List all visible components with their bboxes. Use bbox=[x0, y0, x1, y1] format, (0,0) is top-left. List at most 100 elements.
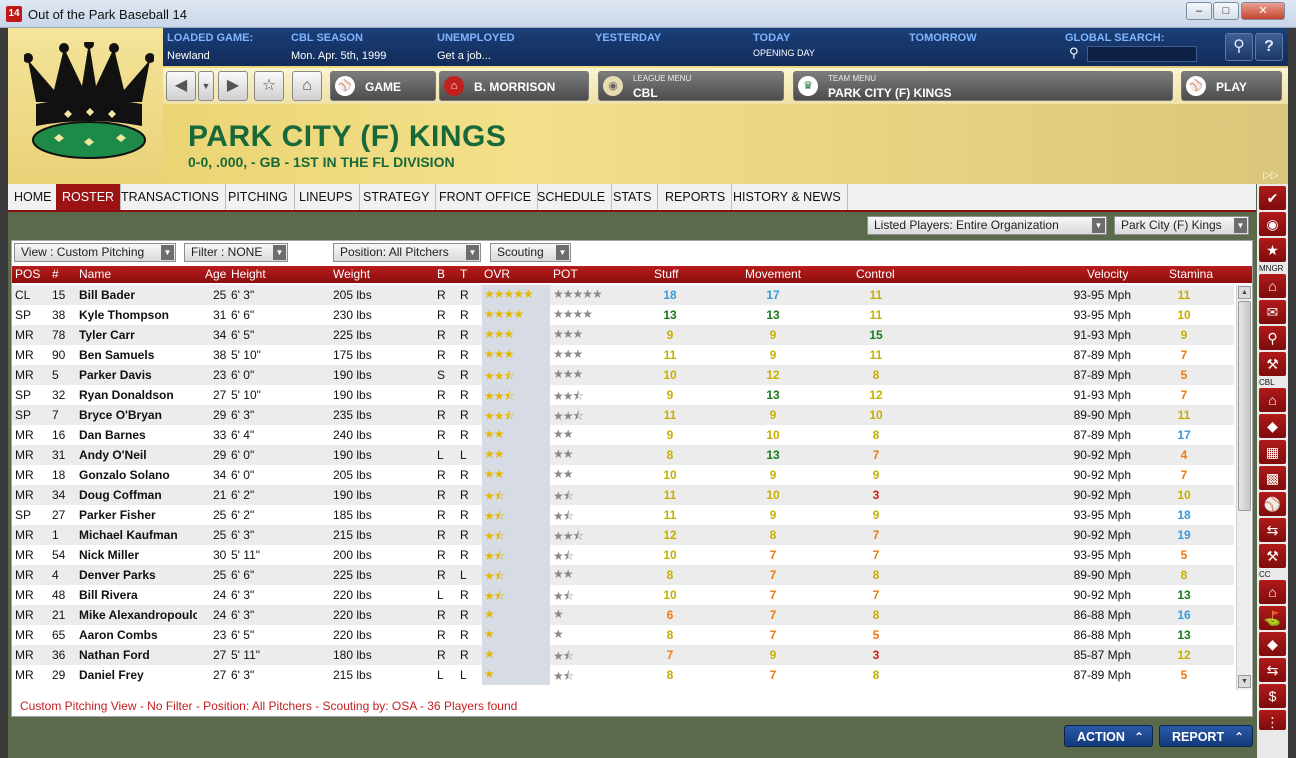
tab-strategy[interactable]: STRATEGY bbox=[357, 184, 437, 210]
tab-home[interactable]: HOME bbox=[8, 184, 59, 210]
table-row[interactable]: SP 38 Kyle Thompson 31 6' 6" 230 lbs R R ★★★★ ★★★… bbox=[12, 305, 1234, 325]
table-row[interactable]: SP 32 Ryan Donaldson 27 5' 10" 190 lbs R R ★★⯪ ★★… bbox=[12, 385, 1234, 405]
player-name-link[interactable]: Daniel Frey bbox=[79, 668, 144, 682]
tab-pitching[interactable]: PITCHING bbox=[222, 184, 295, 210]
player-name-link[interactable]: Bill Bader bbox=[79, 288, 136, 302]
player-name-link[interactable]: Denver Parks bbox=[79, 568, 156, 582]
star-icon[interactable]: ★ bbox=[1259, 238, 1286, 262]
col-weight[interactable]: Weight bbox=[333, 267, 371, 281]
globe-icon[interactable]: ◉ bbox=[1259, 212, 1286, 236]
player-name-link[interactable]: Nick Miller bbox=[79, 548, 140, 562]
close-button[interactable]: ✕ bbox=[1241, 2, 1285, 20]
table-row[interactable]: MR 1 Michael Kaufman 25 6' 3" 215 lbs R R ★⯪ ★★⯪ 1… bbox=[12, 525, 1234, 545]
scroll-up-icon[interactable]: ▲ bbox=[1238, 286, 1251, 299]
vertical-scrollbar[interactable]: ▲ ▼ bbox=[1236, 285, 1251, 690]
player-name-link[interactable]: Dan Barnes bbox=[79, 428, 146, 442]
wrench-icon[interactable]: ⚒ bbox=[1259, 352, 1286, 376]
chart-icon[interactable]: ▩ bbox=[1259, 466, 1286, 490]
player-name-link[interactable]: Parker Fisher bbox=[79, 508, 156, 522]
col-velocity[interactable]: Velocity bbox=[1087, 267, 1129, 281]
col-bats[interactable]: B bbox=[437, 267, 446, 281]
league-menu-button[interactable]: ◉ LEAGUE MENU CBL bbox=[598, 71, 784, 101]
home-icon[interactable]: ⌂ bbox=[1259, 388, 1286, 412]
table-row[interactable]: MR 29 Daniel Frey 27 6' 3" 215 lbs L L ★ ★⯪ 8 7 8 87-… bbox=[12, 665, 1234, 685]
yesterday[interactable]: YESTERDAY bbox=[595, 32, 661, 44]
sidebar-expand-icon[interactable]: ▷▷ bbox=[1263, 170, 1279, 181]
table-row[interactable]: MR 31 Andy O'Neil 29 6' 0" 190 lbs L L ★★ ★★ 8 13 7 9… bbox=[12, 445, 1234, 465]
report-button[interactable]: REPORT ⌃ bbox=[1159, 725, 1253, 747]
home-icon[interactable]: ⌂ bbox=[1259, 274, 1286, 298]
table-row[interactable]: MR 21 Mike Alexandropoulos 24 6' 3" 220 lbs R R… bbox=[12, 605, 1234, 625]
col-movement[interactable]: Movement bbox=[745, 267, 802, 281]
view-dropdown[interactable]: View : Custom Pitching ▼ bbox=[14, 243, 176, 262]
home-icon[interactable]: ⌂ bbox=[1259, 580, 1286, 604]
tab-schedule[interactable]: SCHEDULE bbox=[531, 184, 613, 210]
player-name-link[interactable]: Michael Kaufman bbox=[79, 528, 178, 542]
get-job-link[interactable]: Get a job... bbox=[437, 50, 491, 62]
tab-history-news[interactable]: HISTORY & NEWS bbox=[727, 184, 848, 210]
position-dropdown[interactable]: Position: All Pitchers ▼ bbox=[333, 243, 481, 262]
player-name-link[interactable]: Ryan Donaldson bbox=[79, 388, 174, 402]
table-row[interactable]: MR 4 Denver Parks 25 6' 6" 225 lbs R L ★⯪ ★★ 8 7 8 89… bbox=[12, 565, 1234, 585]
table-row[interactable]: MR 78 Tyler Carr 34 6' 5" 225 lbs R R ★★★ ★★★ 9 9 15… bbox=[12, 325, 1234, 345]
player-name-link[interactable]: Bryce O'Bryan bbox=[79, 408, 162, 422]
check-icon[interactable]: ✔ bbox=[1259, 186, 1286, 210]
home-icon[interactable]: ⌂ bbox=[292, 71, 322, 101]
col-age[interactable]: Age bbox=[205, 267, 227, 281]
mail-icon[interactable]: ✉ bbox=[1259, 300, 1286, 324]
action-button[interactable]: ACTION ⌃ bbox=[1064, 725, 1153, 747]
transfer-icon[interactable]: ⇆ bbox=[1259, 518, 1286, 542]
col-pos[interactable]: POS bbox=[15, 267, 41, 281]
table-row[interactable]: MR 90 Ben Samuels 38 5' 10" 175 lbs R R ★★★ ★★★ 11… bbox=[12, 345, 1234, 365]
global-search-input[interactable] bbox=[1087, 46, 1197, 62]
player-name-link[interactable]: Parker Davis bbox=[79, 368, 152, 382]
player-name-link[interactable]: Tyler Carr bbox=[79, 328, 135, 342]
table-row[interactable]: MR 48 Bill Rivera 24 6' 3" 220 lbs L R ★⯪ ★⯪ 10 7 7 9… bbox=[12, 585, 1234, 605]
wrench-icon[interactable]: ⚒ bbox=[1259, 544, 1286, 568]
table-row[interactable]: MR 54 Nick Miller 30 5' 11" 200 lbs R R ★⯪ ★⯪ 10 7 7… bbox=[12, 545, 1234, 565]
search-button[interactable]: ⚲ bbox=[1225, 33, 1253, 61]
scroll-thumb[interactable] bbox=[1238, 301, 1251, 511]
col-stuff[interactable]: Stuff bbox=[654, 267, 679, 281]
col-pot[interactable]: POT bbox=[553, 267, 578, 281]
calendar-icon[interactable]: ▦ bbox=[1259, 440, 1286, 464]
minimize-button[interactable]: – bbox=[1186, 2, 1212, 20]
col-ovr[interactable]: OVR bbox=[484, 267, 511, 281]
dollar-icon[interactable]: $ bbox=[1259, 684, 1286, 708]
player-name-link[interactable]: Aaron Combs bbox=[79, 628, 158, 642]
player-name-link[interactable]: Andy O'Neil bbox=[79, 448, 147, 462]
filter-dropdown[interactable]: Filter : NONE ▼ bbox=[184, 243, 288, 262]
stadium-icon[interactable]: ⛳ bbox=[1259, 606, 1286, 630]
table-row[interactable]: MR 5 Parker Davis 23 6' 0" 190 lbs S R ★★⯪ ★★★ 10 1… bbox=[12, 365, 1234, 385]
forward-arrow-icon[interactable]: ▶ bbox=[218, 71, 248, 101]
col-name[interactable]: Name bbox=[79, 267, 112, 281]
scouting-dropdown[interactable]: Scouting ▼ bbox=[490, 243, 571, 262]
team-menu-button[interactable]: ♛ TEAM MENU PARK CITY (F) KINGS bbox=[793, 71, 1173, 101]
table-row[interactable]: CL 15 Bill Bader 25 6' 3" 205 lbs R R ★★★★★ ★★★★★… bbox=[12, 285, 1234, 305]
table-row[interactable]: MR 36 Nathan Ford 27 5' 11" 180 lbs R R ★ ★⯪ 7 9 3 85… bbox=[12, 645, 1234, 665]
tab-lineups[interactable]: LINEUPS bbox=[293, 184, 360, 210]
table-row[interactable]: MR 18 Gonzalo Solano 34 6' 0" 205 lbs R R ★★ ★★ 10… bbox=[12, 465, 1234, 485]
col-number[interactable]: # bbox=[52, 267, 59, 281]
col-control[interactable]: Control bbox=[856, 267, 895, 281]
manager-menu-button[interactable]: ⌂ B. MORRISON bbox=[439, 71, 589, 101]
tab-reports[interactable]: REPORTS bbox=[659, 184, 733, 210]
tab-roster[interactable]: ROSTER bbox=[56, 184, 122, 210]
diamond-icon[interactable]: ◆ bbox=[1259, 632, 1286, 656]
col-height[interactable]: Height bbox=[231, 267, 266, 281]
today[interactable]: TODAY OPENING DAY bbox=[753, 32, 815, 58]
tab-stats[interactable]: STATS bbox=[607, 184, 659, 210]
listed-players-dropdown[interactable]: Listed Players: Entire Organization ▼ bbox=[867, 216, 1107, 235]
diamond-icon[interactable]: ◆ bbox=[1259, 414, 1286, 438]
tomorrow[interactable]: TOMORROW bbox=[909, 32, 977, 44]
player-name-link[interactable]: Doug Coffman bbox=[79, 488, 162, 502]
table-row[interactable]: SP 7 Bryce O'Bryan 29 6' 3" 235 lbs R R ★★⯪ ★★⯪ 11… bbox=[12, 405, 1234, 425]
search-icon[interactable]: ⚲ bbox=[1259, 326, 1286, 350]
tab-front-office[interactable]: FRONT OFFICE bbox=[433, 184, 539, 210]
table-row[interactable]: MR 65 Aaron Combs 23 6' 5" 220 lbs R R ★ ★ 8 7 5 86-8… bbox=[12, 625, 1234, 645]
table-row[interactable]: MR 16 Dan Barnes 33 6' 4" 240 lbs R R ★★ ★★ 9 10 8 87… bbox=[12, 425, 1234, 445]
player-name-link[interactable]: Mike Alexandropoulos bbox=[79, 608, 197, 622]
history-dropdown-icon[interactable]: ▼ bbox=[198, 71, 214, 101]
favorite-star-icon[interactable]: ☆ bbox=[254, 71, 284, 101]
transfer-icon[interactable]: ⇆ bbox=[1259, 658, 1286, 682]
